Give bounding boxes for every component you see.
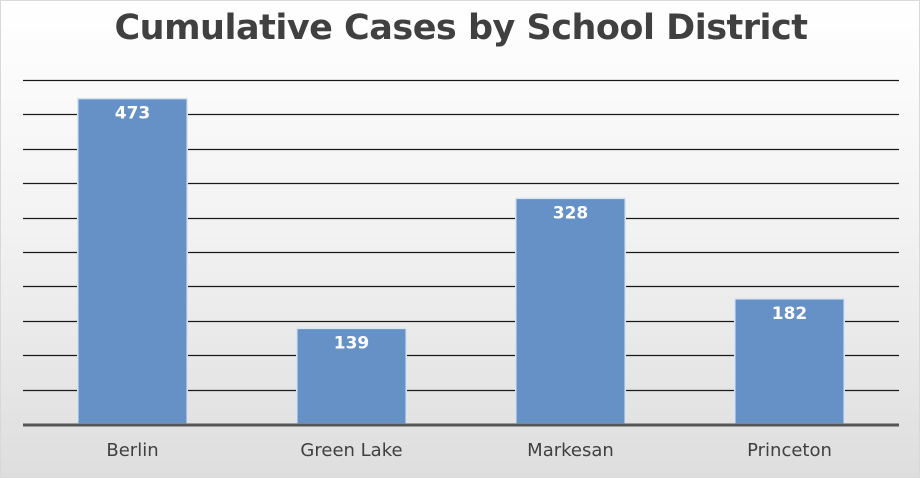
bar-princeton: [734, 298, 845, 425]
category-label: Markesan: [527, 440, 614, 461]
bars: [77, 97, 845, 425]
data-label: 182: [772, 304, 808, 324]
category-label: Green Lake: [300, 440, 402, 461]
data-label: 139: [334, 333, 370, 353]
category-label: Princeton: [747, 440, 832, 461]
category-label: Berlin: [106, 440, 158, 461]
data-labels: 473 139 328 182: [115, 104, 808, 354]
bar-berlin: [77, 97, 188, 425]
bar-green-lake: [296, 327, 407, 425]
bar-markesan: [515, 197, 626, 425]
category-labels: Berlin Green Lake Markesan Princeton: [106, 440, 832, 461]
chart-title: Cumulative Cases by School District: [114, 8, 808, 48]
data-label: 328: [553, 203, 589, 223]
data-label: 473: [115, 104, 151, 124]
